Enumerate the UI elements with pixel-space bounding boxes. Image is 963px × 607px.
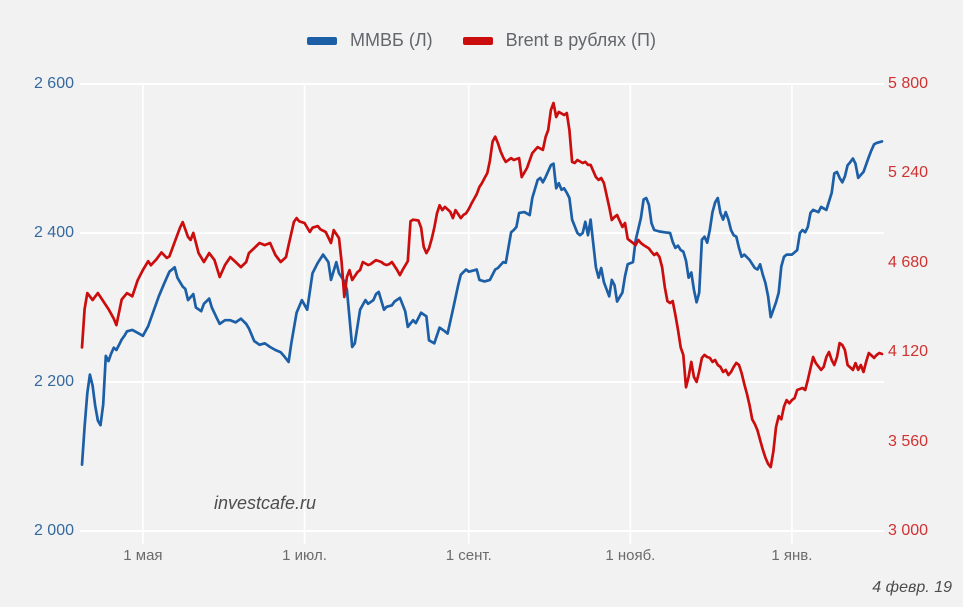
axis-tick-label: 4 120 (888, 343, 929, 361)
axis-tick-label: 5 800 (888, 75, 929, 92)
legend-item-mmvb[interactable]: ММВБ (Л) (307, 30, 433, 51)
axis-tick-label: 1 янв. (771, 547, 813, 564)
axis-tick-label: 3 000 (888, 522, 929, 539)
legend-item-brent[interactable]: Brent в рублях (П) (462, 30, 656, 51)
series-line-brent (80, 101, 884, 469)
watermark: investcafe.ru (214, 493, 317, 513)
series-line-mmvb (80, 140, 884, 467)
axis-tick-label: 2 200 (33, 373, 74, 390)
axis-tick-label: 1 сент. (445, 547, 492, 564)
axis-tick-label: 1 нояб. (605, 547, 656, 564)
axis-tick-label: 5 240 (888, 164, 929, 182)
axis-tick-label: 2 600 (33, 75, 74, 92)
axis-tick-label: 4 680 (888, 253, 929, 271)
axis-tick-label: 2 400 (33, 224, 74, 241)
axis-tick-label: 2 000 (33, 522, 74, 539)
footer-date: 4 февр. 19 (872, 579, 952, 596)
legend-label-mmvb: ММВБ (Л) (350, 30, 433, 50)
chart-legend: ММВБ (Л) Brent в рублях (П) (0, 30, 963, 51)
legend-label-brent: Brent в рублях (П) (505, 30, 656, 50)
axis-tick-label: 1 июл. (282, 547, 327, 564)
brent-line-swatch-icon (462, 36, 493, 45)
mmvb-line-swatch-icon (307, 36, 338, 45)
axis-tick-label: 1 мая (123, 547, 163, 564)
axis-tick-label: 3 560 (888, 432, 929, 450)
